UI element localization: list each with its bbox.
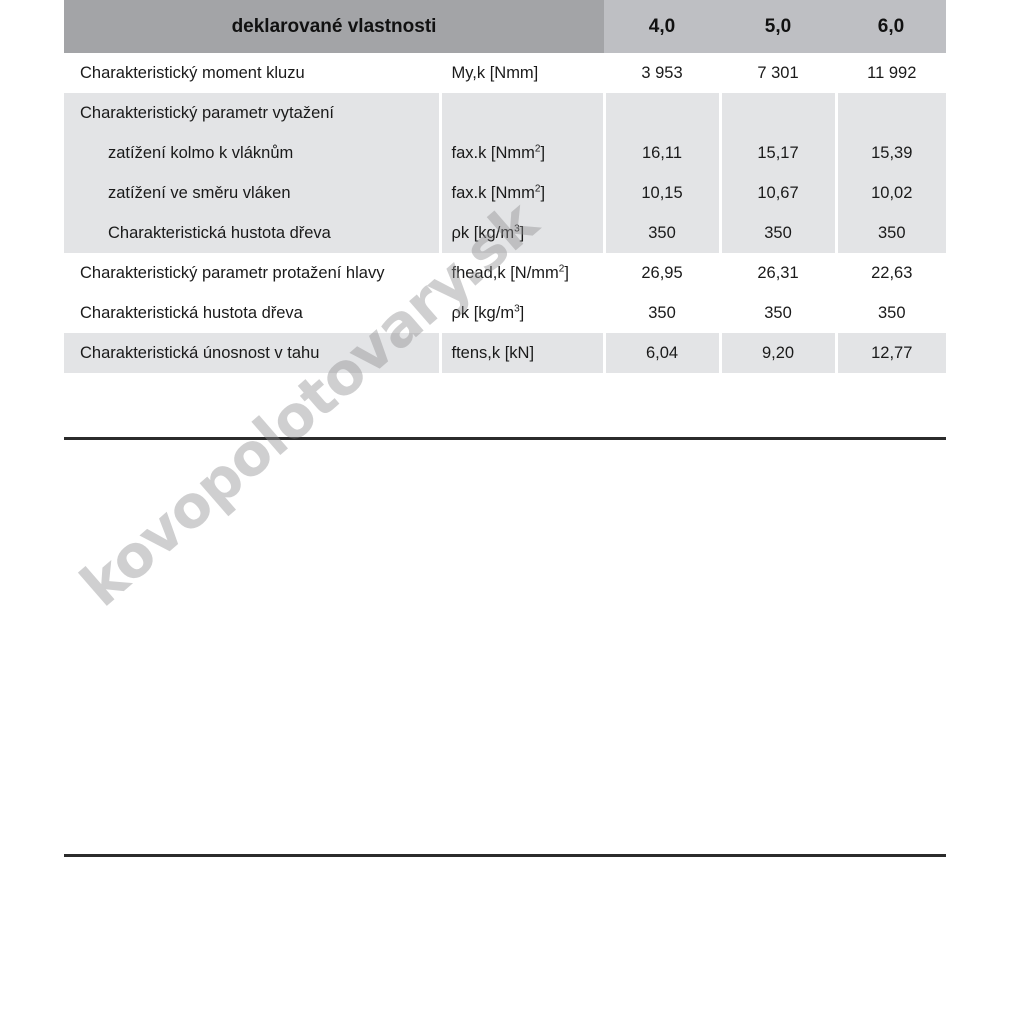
row-unit: My,k [Nmm] xyxy=(438,53,604,93)
row-unit: ρk [kg/m3] xyxy=(438,293,604,333)
row-unit-text: fax.k [Nmm xyxy=(451,183,535,202)
row-unit-tail: ] xyxy=(540,183,546,202)
row-unit: fhead,k [N/mm2] xyxy=(438,253,604,293)
properties-header-col-2: 5,0 xyxy=(720,0,836,53)
row-unit-tail: ] xyxy=(540,143,546,162)
properties-table-body: Charakteristický moment kluzu My,k [Nmm]… xyxy=(64,53,946,373)
properties-table-container: deklarované vlastnosti 4,0 5,0 6,0 Chara… xyxy=(64,0,946,373)
row-value-1: 16,11 xyxy=(602,133,720,173)
table-row: Charakteristická únosnost v tahu ftens,k… xyxy=(64,333,946,373)
table-row: Charakteristický moment kluzu My,k [Nmm]… xyxy=(64,53,946,93)
row-unit-text: ρk [kg/m xyxy=(451,303,515,322)
row-label: zatížení kolmo k vláknům xyxy=(64,133,440,173)
row-unit-sup: 2 xyxy=(534,143,541,154)
row-value-3: 11 992 xyxy=(834,53,946,93)
row-unit-text: fhead,k [N/mm xyxy=(451,263,559,282)
row-unit: ftens,k [kN] xyxy=(438,333,604,373)
row-value-3: 350 xyxy=(834,293,946,333)
row-value-1: 26,95 xyxy=(602,253,720,293)
properties-header-col-3: 6,0 xyxy=(836,0,946,53)
row-unit-tail: ] xyxy=(519,303,525,322)
row-label: Charakteristická únosnost v tahu xyxy=(64,333,440,373)
properties-header-label: deklarované vlastnosti xyxy=(64,0,604,53)
table-row: Charakteristický parametr protažení hlav… xyxy=(64,253,946,293)
properties-table-bottom-rule xyxy=(64,854,946,857)
row-value-1: 10,15 xyxy=(602,173,720,213)
row-value-1 xyxy=(602,93,720,133)
row-unit-sup: 2 xyxy=(534,183,541,194)
row-unit: ρk [kg/m3] xyxy=(438,213,604,253)
table-row: Charakteristická hustota dřeva ρk [kg/m3… xyxy=(64,293,946,333)
row-value-1: 6,04 xyxy=(602,333,720,373)
row-label: zatížení ve směru vláken xyxy=(64,173,440,213)
row-unit-tail: ] xyxy=(519,223,525,242)
properties-header-col-1: 4,0 xyxy=(604,0,720,53)
row-value-3: 10,02 xyxy=(834,173,946,213)
row-value-2: 9,20 xyxy=(718,333,836,373)
row-label: Charakteristický parametr vytažení xyxy=(64,93,440,133)
row-unit-tail: ] xyxy=(564,263,569,282)
row-value-2: 350 xyxy=(718,293,836,333)
row-value-2: 26,31 xyxy=(718,253,836,293)
row-value-3: 22,63 xyxy=(834,253,946,293)
row-unit: fax.k [Nmm2] xyxy=(438,133,604,173)
row-label: Charakteristický moment kluzu xyxy=(64,53,440,93)
row-unit-text: My,k [Nmm] xyxy=(451,63,539,82)
table-row: zatížení kolmo k vláknům fax.k [Nmm2] 16… xyxy=(64,133,946,173)
row-value-3: 350 xyxy=(834,213,946,253)
row-value-2: 7 301 xyxy=(718,53,836,93)
properties-table-head: deklarované vlastnosti 4,0 5,0 6,0 xyxy=(64,0,946,53)
properties-header-row: deklarované vlastnosti 4,0 5,0 6,0 xyxy=(64,0,946,53)
properties-table: deklarované vlastnosti 4,0 5,0 6,0 Chara… xyxy=(64,0,946,373)
row-value-1: 350 xyxy=(602,213,720,253)
row-unit-text: ρk [kg/m xyxy=(451,223,515,242)
row-unit-sup: 2 xyxy=(558,263,565,274)
table-row: Charakteristická hustota dřeva ρk [kg/m3… xyxy=(64,213,946,253)
row-value-3: 15,39 xyxy=(834,133,946,173)
table-row: Charakteristický parametr vytažení xyxy=(64,93,946,133)
row-unit-text: fax.k [Nmm xyxy=(451,143,535,162)
row-value-2: 15,17 xyxy=(718,133,836,173)
row-value-3: 12,77 xyxy=(834,333,946,373)
row-unit-sup: 3 xyxy=(514,303,520,314)
row-label: Charakteristická hustota dřeva xyxy=(64,293,440,333)
row-unit xyxy=(438,93,604,133)
row-unit: fax.k [Nmm2] xyxy=(438,173,604,213)
dimensions-table-bottom-rule xyxy=(64,437,946,440)
row-value-3 xyxy=(834,93,946,133)
row-value-2: 10,67 xyxy=(718,173,836,213)
row-label: Charakteristická hustota dřeva xyxy=(64,213,440,253)
row-value-2: 350 xyxy=(718,213,836,253)
table-row: zatížení ve směru vláken fax.k [Nmm2] 10… xyxy=(64,173,946,213)
row-value-1: 3 953 xyxy=(602,53,720,93)
row-label: Charakteristický parametr protažení hlav… xyxy=(64,253,440,293)
row-unit-text: ftens,k [kN] xyxy=(451,343,535,362)
row-unit-sup: 3 xyxy=(514,223,520,234)
row-value-1: 350 xyxy=(602,293,720,333)
row-value-2 xyxy=(718,93,836,133)
